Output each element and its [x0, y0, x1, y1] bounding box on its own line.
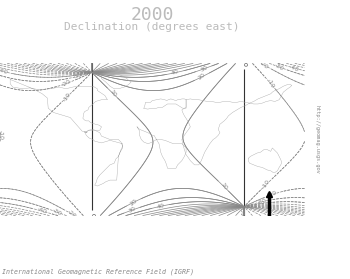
Text: 20: 20 — [197, 72, 207, 81]
Text: -10: -10 — [261, 179, 271, 190]
Text: 30: 30 — [127, 206, 136, 214]
Text: Declination (degrees east): Declination (degrees east) — [64, 21, 240, 32]
Text: -40: -40 — [241, 207, 247, 217]
Text: -30: -30 — [257, 198, 268, 206]
Text: 30: 30 — [199, 65, 209, 73]
Text: -20: -20 — [258, 60, 270, 70]
Text: -10: -10 — [0, 130, 4, 140]
Text: -20: -20 — [61, 79, 72, 88]
Text: -40: -40 — [36, 207, 47, 215]
Text: 10: 10 — [219, 181, 228, 191]
Text: International Geomagnetic Reference Field (IGRF): International Geomagnetic Reference Fiel… — [2, 269, 194, 275]
Text: 0: 0 — [89, 213, 94, 217]
Text: -30: -30 — [273, 62, 284, 71]
Text: -10: -10 — [62, 92, 72, 103]
Text: -40: -40 — [289, 64, 300, 72]
Text: -30: -30 — [52, 208, 63, 217]
Text: 20: 20 — [129, 198, 138, 207]
Text: 2000: 2000 — [131, 6, 174, 23]
Text: 40: 40 — [156, 203, 165, 210]
Text: -30: -30 — [72, 72, 83, 80]
Text: 0: 0 — [241, 62, 246, 66]
Text: -40: -40 — [0, 68, 9, 76]
Text: -20: -20 — [66, 209, 77, 219]
Text: 10: 10 — [108, 88, 117, 98]
Text: http://geomag.usgs.gov: http://geomag.usgs.gov — [314, 105, 319, 174]
Text: -20: -20 — [267, 190, 278, 199]
Text: -10: -10 — [266, 78, 275, 89]
Text: 40: 40 — [171, 69, 180, 76]
